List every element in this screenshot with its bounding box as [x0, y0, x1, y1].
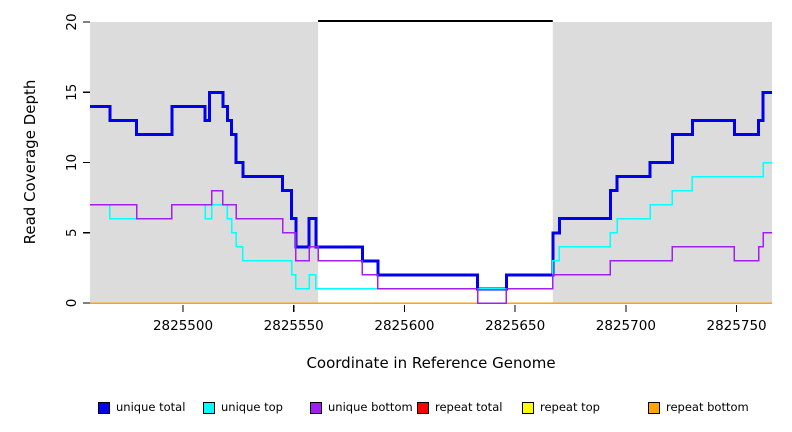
legend-label: repeat top — [540, 400, 600, 414]
legend-item-repeat-bottom: repeat bottom — [648, 401, 749, 414]
legend-label: repeat bottom — [666, 400, 749, 414]
x-tick-label: 2825550 — [264, 318, 324, 334]
shaded-region — [90, 22, 319, 303]
series-unique-top — [90, 161, 772, 290]
legend-item-repeat-top: repeat top — [522, 401, 600, 414]
legend-swatch — [417, 401, 429, 414]
legend-item-unique-bottom: unique bottom — [310, 401, 413, 414]
y-tick-label: 5 — [64, 228, 80, 237]
series-unique-total — [90, 90, 772, 291]
x-tick-label: 2825600 — [374, 318, 434, 334]
legend-swatch — [522, 401, 534, 414]
legend-swatch — [203, 401, 215, 414]
legend-swatch — [310, 401, 322, 414]
legend: unique total unique top unique bottom repea… — [0, 401, 792, 417]
legend-item-unique-top: unique top — [203, 401, 283, 414]
y-tick-label: 20 — [64, 13, 80, 30]
y-tick-label: 10 — [64, 154, 80, 171]
legend-label: repeat total — [435, 400, 503, 414]
series-unique-bottom — [90, 189, 772, 304]
legend-label: unique bottom — [328, 400, 413, 414]
y-tick-label: 15 — [64, 84, 80, 101]
legend-item-repeat-total: repeat total — [417, 401, 502, 414]
y-tick-label: 0 — [64, 299, 80, 308]
legend-label: unique top — [221, 400, 283, 414]
legend-swatch — [98, 401, 110, 414]
x-axis-title: Coordinate in Reference Genome — [306, 354, 556, 372]
legend-swatch — [648, 401, 660, 414]
legend-item-unique-total: unique total — [98, 401, 185, 414]
x-tick-label: 2825700 — [596, 318, 656, 334]
x-tick-label: 2825750 — [707, 318, 767, 334]
x-tick-label: 2825500 — [153, 318, 213, 334]
x-tick-label: 2825650 — [485, 318, 545, 334]
y-axis-title: Read Coverage Depth — [21, 79, 39, 245]
legend-label: unique total — [116, 400, 186, 414]
